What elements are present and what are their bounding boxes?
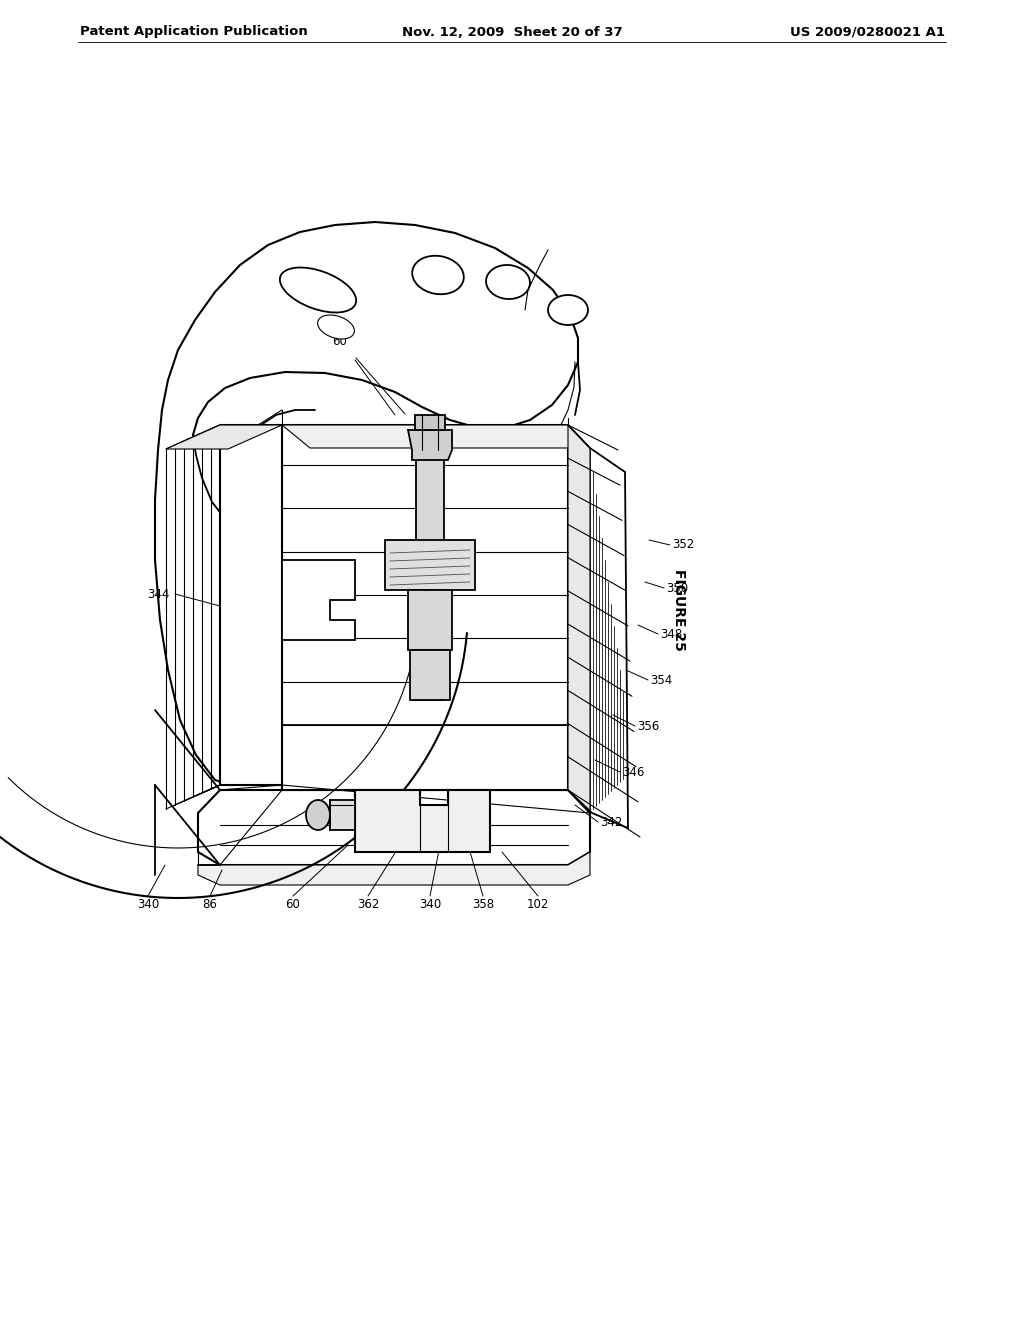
Text: 354: 354	[650, 673, 672, 686]
Polygon shape	[198, 851, 590, 884]
Text: 340: 340	[137, 898, 159, 911]
Text: 362: 362	[356, 898, 379, 911]
Text: US 2009/0280021 A1: US 2009/0280021 A1	[790, 25, 945, 38]
Text: Nov. 12, 2009  Sheet 20 of 37: Nov. 12, 2009 Sheet 20 of 37	[401, 25, 623, 38]
Polygon shape	[220, 425, 282, 785]
Polygon shape	[385, 540, 475, 590]
Text: 86: 86	[203, 898, 217, 911]
Text: 358: 358	[472, 898, 494, 911]
Ellipse shape	[306, 800, 330, 830]
Polygon shape	[415, 414, 445, 430]
Ellipse shape	[548, 294, 588, 325]
Text: 342: 342	[600, 816, 623, 829]
Text: 348: 348	[660, 627, 682, 640]
Polygon shape	[408, 430, 452, 459]
Polygon shape	[416, 450, 444, 700]
Text: FIGURE 25: FIGURE 25	[672, 569, 686, 651]
Text: 60: 60	[286, 898, 300, 911]
Ellipse shape	[413, 256, 464, 294]
Polygon shape	[282, 425, 590, 447]
Polygon shape	[166, 425, 282, 449]
Polygon shape	[282, 425, 568, 789]
Polygon shape	[568, 425, 590, 813]
Text: 344: 344	[147, 587, 170, 601]
Text: 356: 356	[637, 719, 659, 733]
Text: 350: 350	[666, 582, 688, 594]
Polygon shape	[282, 560, 355, 640]
Text: 340: 340	[419, 898, 441, 911]
Text: 346: 346	[622, 766, 644, 779]
Text: 60: 60	[333, 335, 347, 348]
Text: Patent Application Publication: Patent Application Publication	[80, 25, 308, 38]
Polygon shape	[410, 649, 450, 700]
Text: 102: 102	[526, 898, 549, 911]
Ellipse shape	[280, 268, 356, 313]
Polygon shape	[330, 800, 355, 830]
Polygon shape	[355, 789, 490, 851]
Ellipse shape	[486, 265, 530, 300]
Polygon shape	[198, 789, 590, 865]
Polygon shape	[408, 590, 452, 649]
Text: 352: 352	[672, 539, 694, 552]
Ellipse shape	[317, 315, 354, 339]
